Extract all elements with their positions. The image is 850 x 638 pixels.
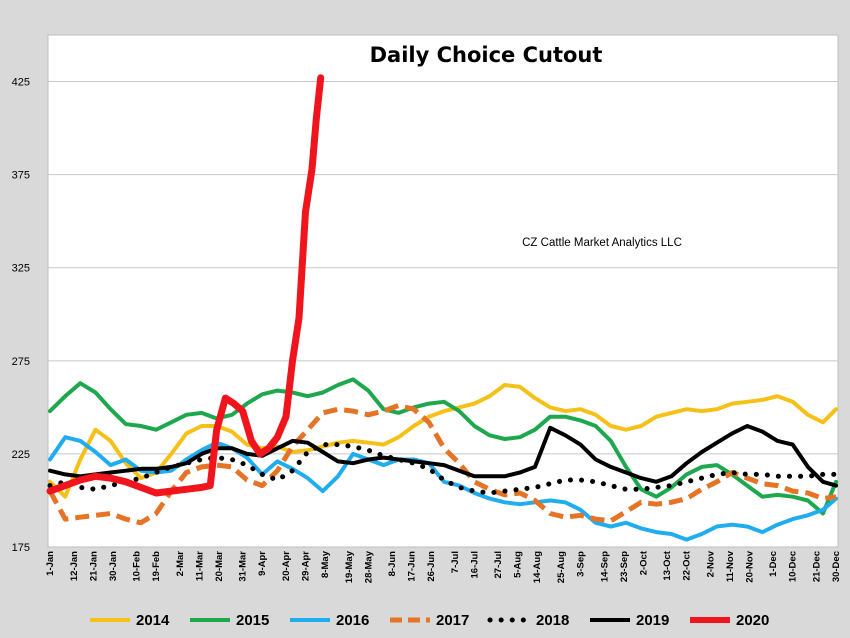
x-tick-label: 17-Jun <box>407 551 418 582</box>
x-tick-label: 8-Jun <box>387 551 398 577</box>
x-tick-label: 12-Jan <box>69 551 80 581</box>
x-tick-label: 8-May <box>320 550 331 578</box>
x-tick-label: 10-Feb <box>132 551 143 582</box>
plot-area <box>47 34 839 548</box>
x-tick-label: 26-Jun <box>426 551 437 582</box>
x-tick-label: 19-May <box>344 550 355 583</box>
x-tick-label: 16-Jul <box>469 551 480 578</box>
x-tick-label: 29-Apr <box>301 551 312 581</box>
series-line-2020 <box>46 74 325 497</box>
legend-label-2017: 2017 <box>436 612 469 629</box>
x-tick-label: 11-Mar <box>194 551 205 581</box>
legend-label-2014: 2014 <box>136 612 170 629</box>
x-tick-label: 5-Aug <box>513 551 524 578</box>
x-tick-label: 20-Nov <box>744 550 755 582</box>
legend-label-2018: 2018 <box>536 612 569 629</box>
series-line-2014 <box>48 383 838 499</box>
legend: 2014 2015 2016 2017 2018 2019 2020 <box>90 612 769 629</box>
x-tick-label: 19-Feb <box>151 551 162 582</box>
y-tick-label: 325 <box>12 263 30 275</box>
x-tick-label: 1-Jan <box>45 551 56 576</box>
x-tick-label: 1-Dec <box>768 551 779 577</box>
series-line-2015 <box>48 377 838 516</box>
x-tick-label: 2-Nov <box>705 550 716 577</box>
x-tick-label: 21-Jan <box>88 551 99 581</box>
x-tick-label: 11-Nov <box>725 550 736 582</box>
x-tick-label: 23-Sep <box>619 551 630 582</box>
series-line-2017 <box>47 403 837 526</box>
chart-title: Daily Choice Cutout <box>370 43 603 67</box>
x-tick-label: 30-Dec <box>831 551 842 582</box>
x-tick-label: 21-Dec <box>812 551 823 582</box>
gridlines <box>48 81 838 455</box>
chart-annotation: CZ Cattle Market Analytics LLC <box>522 237 682 249</box>
x-tick-label: 14-Aug <box>532 551 543 583</box>
legend-label-2016: 2016 <box>336 612 369 629</box>
legend-label-2019: 2019 <box>636 612 669 629</box>
x-tick-label: 25-Aug <box>556 551 567 583</box>
x-axis: 1-Jan 12-Jan 21-Jan 30-Jan 10-Feb 19-Feb 2-Mar… <box>45 550 842 583</box>
y-axis: 175 225 275 325 375 425 <box>12 77 30 554</box>
x-tick-label: 20-Mar <box>214 551 225 582</box>
y-tick-label: 275 <box>12 356 30 368</box>
series-line-2019 <box>48 424 838 488</box>
y-tick-label: 225 <box>12 449 30 461</box>
y-tick-label: 375 <box>12 170 30 182</box>
y-tick-label: 425 <box>12 77 30 89</box>
y-tick-label: 175 <box>12 542 30 554</box>
x-tick-label: 31-Mar <box>238 551 249 582</box>
x-tick-label: 10-Dec <box>788 551 799 582</box>
x-tick-label: 20-Apr <box>281 551 292 581</box>
x-tick-label: 2-Mar <box>175 551 186 577</box>
legend-label-2020: 2020 <box>736 612 769 629</box>
x-tick-label: 28-May <box>363 550 374 583</box>
x-tick-label: 14-Sep <box>599 551 610 582</box>
x-tick-label: 9-Apr <box>257 551 268 576</box>
legend-label-2015: 2015 <box>236 612 269 629</box>
x-tick-label: 13-Oct <box>662 550 673 580</box>
x-tick-label: 2-Oct <box>638 550 649 575</box>
x-tick-label: 7-Jul <box>450 551 461 573</box>
x-tick-label: 30-Jan <box>108 551 119 581</box>
x-tick-label: 27-Jul <box>493 551 504 578</box>
x-tick-label: 22-Oct <box>682 550 693 580</box>
x-tick-label: 3-Sep <box>575 551 586 577</box>
series-lines <box>46 74 839 542</box>
